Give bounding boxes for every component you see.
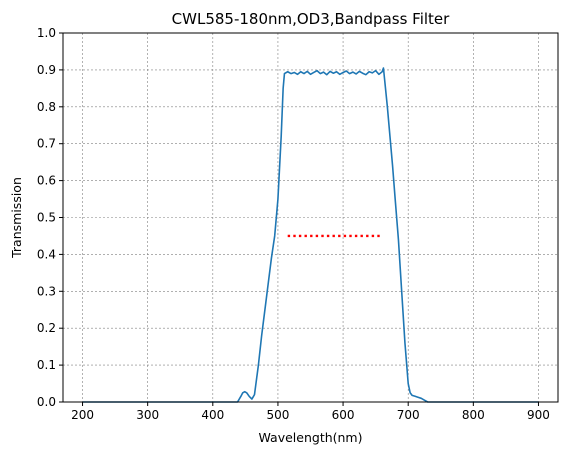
x-tick-label: 600 xyxy=(332,408,355,422)
x-tick-label: 800 xyxy=(462,408,485,422)
y-tick-label: 0.3 xyxy=(37,284,56,298)
y-tick-label: 0.8 xyxy=(37,100,56,114)
x-tick-label: 400 xyxy=(201,408,224,422)
x-tick-label: 900 xyxy=(527,408,550,422)
x-axis-title: Wavelength(nm) xyxy=(258,430,362,445)
y-tick-label: 0.7 xyxy=(37,137,56,151)
transmission-curve xyxy=(82,67,539,403)
y-tick-label: 0.0 xyxy=(37,395,56,409)
x-tick-label: 700 xyxy=(397,408,420,422)
y-tick-label: 1.0 xyxy=(37,26,56,40)
y-tick-label: 0.6 xyxy=(37,174,56,188)
x-tick-label: 500 xyxy=(266,408,289,422)
ticks: 200 300 400 500 600 700 800 900 0.0 0.1 0.2 0.3 0.4 0… xyxy=(37,26,550,422)
y-tick-label: 0.2 xyxy=(37,321,56,335)
x-tick-label: 300 xyxy=(136,408,159,422)
y-tick-label: 0.5 xyxy=(37,211,56,225)
y-tick-label: 0.4 xyxy=(37,247,56,261)
chart-title: CWL585-180nm,OD3,Bandpass Filter xyxy=(172,10,450,28)
y-tick-label: 0.1 xyxy=(37,358,56,372)
series-layer xyxy=(82,67,539,403)
y-tick-label: 0.9 xyxy=(37,63,56,77)
x-tick-label: 200 xyxy=(71,408,94,422)
y-axis-title: Transmission xyxy=(9,177,24,259)
